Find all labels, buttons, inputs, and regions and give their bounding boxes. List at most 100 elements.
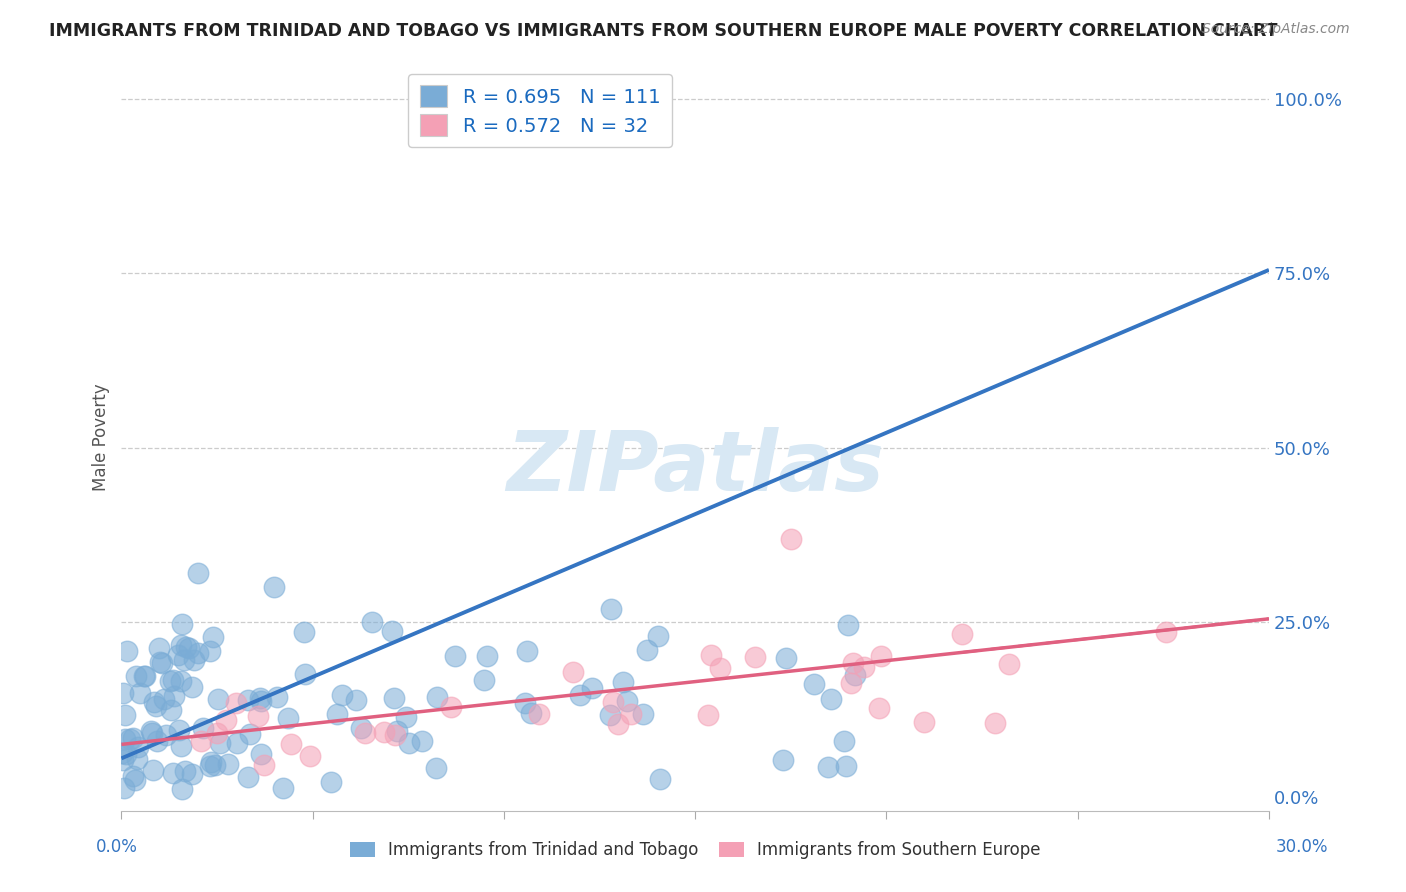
Point — [820, 692, 842, 706]
Point — [387, 723, 409, 738]
Point — [162, 673, 184, 688]
Point — [200, 758, 222, 772]
Point — [344, 693, 367, 707]
Point — [124, 772, 146, 787]
Point — [142, 763, 165, 777]
Point — [112, 686, 135, 700]
Point — [381, 624, 404, 638]
Point — [647, 628, 669, 642]
Point — [162, 765, 184, 780]
Point — [169, 673, 191, 688]
Text: 30.0%: 30.0% — [1277, 838, 1329, 855]
Point — [330, 688, 353, 702]
Point — [520, 706, 543, 721]
Point — [709, 661, 731, 675]
Point — [124, 668, 146, 682]
Point — [183, 653, 205, 667]
Point — [134, 669, 156, 683]
Point — [205, 726, 228, 740]
Point — [411, 734, 433, 748]
Point — [602, 695, 624, 709]
Point — [516, 644, 538, 658]
Point — [149, 655, 172, 669]
Point — [870, 649, 893, 664]
Y-axis label: Male Poverty: Male Poverty — [93, 384, 110, 491]
Point — [839, 676, 862, 690]
Point — [172, 781, 194, 796]
Point — [744, 650, 766, 665]
Point — [143, 695, 166, 709]
Point — [141, 725, 163, 739]
Point — [779, 532, 801, 546]
Point — [187, 566, 209, 581]
Point — [111, 746, 134, 760]
Point — [167, 723, 190, 738]
Point — [852, 660, 875, 674]
Point — [321, 775, 343, 789]
Point — [294, 667, 316, 681]
Point — [325, 706, 347, 721]
Point — [395, 710, 418, 724]
Point — [139, 723, 162, 738]
Point — [253, 757, 276, 772]
Point — [172, 617, 194, 632]
Point — [384, 728, 406, 742]
Point — [176, 640, 198, 655]
Point — [217, 756, 239, 771]
Point — [868, 701, 890, 715]
Point — [425, 761, 447, 775]
Point — [443, 648, 465, 663]
Point — [115, 643, 138, 657]
Point — [803, 677, 825, 691]
Point — [299, 748, 322, 763]
Point — [837, 618, 859, 632]
Point — [190, 734, 212, 748]
Point — [160, 703, 183, 717]
Point — [208, 735, 231, 749]
Point — [607, 717, 630, 731]
Point — [250, 694, 273, 708]
Point — [155, 728, 177, 742]
Point — [952, 627, 974, 641]
Point — [600, 602, 623, 616]
Point — [118, 732, 141, 747]
Point — [360, 615, 382, 630]
Point — [239, 727, 262, 741]
Point — [636, 643, 658, 657]
Point — [114, 707, 136, 722]
Point — [1154, 625, 1177, 640]
Point — [263, 581, 285, 595]
Point — [204, 757, 226, 772]
Point — [440, 699, 463, 714]
Point — [191, 722, 214, 736]
Point — [129, 686, 152, 700]
Point — [475, 648, 498, 663]
Point — [425, 690, 447, 704]
Point — [115, 747, 138, 761]
Point — [236, 770, 259, 784]
Point — [202, 631, 225, 645]
Point — [173, 653, 195, 667]
Point — [620, 707, 643, 722]
Point — [842, 657, 865, 671]
Legend: R = 0.695   N = 111, R = 0.572   N = 32: R = 0.695 N = 111, R = 0.572 N = 32 — [408, 74, 672, 147]
Point — [174, 764, 197, 779]
Point — [616, 694, 638, 708]
Point — [122, 769, 145, 783]
Point — [277, 711, 299, 725]
Point — [170, 739, 193, 753]
Point — [226, 737, 249, 751]
Point — [111, 753, 134, 767]
Point — [249, 690, 271, 705]
Point — [373, 724, 395, 739]
Point — [200, 755, 222, 769]
Point — [127, 740, 149, 755]
Point — [187, 646, 209, 660]
Point — [150, 656, 173, 670]
Point — [246, 709, 269, 723]
Point — [350, 722, 373, 736]
Point — [280, 737, 302, 751]
Point — [775, 651, 797, 665]
Point — [650, 772, 672, 786]
Point — [180, 766, 202, 780]
